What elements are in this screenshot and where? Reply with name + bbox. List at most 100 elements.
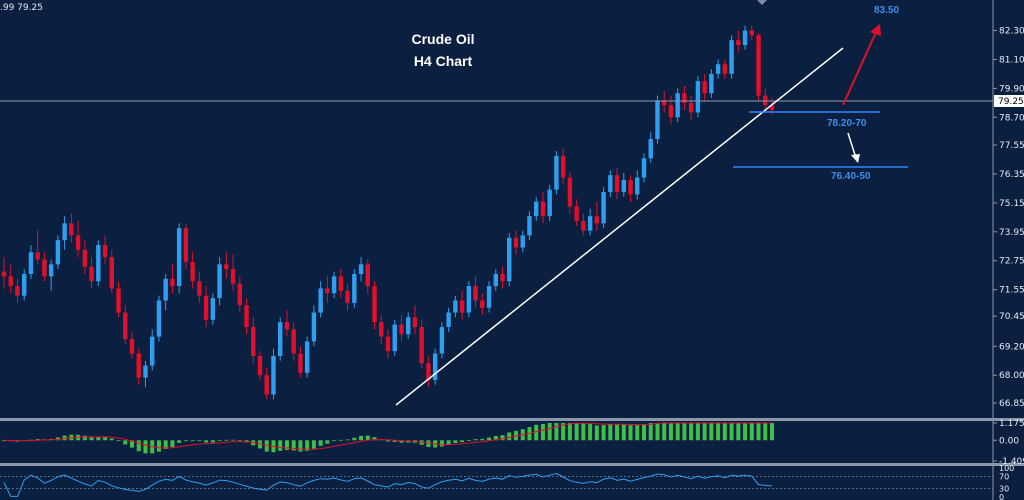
candle	[217, 257, 222, 306]
candle	[406, 312, 411, 340]
macd-bar	[210, 440, 215, 443]
header-quote: .99 79.25	[0, 3, 43, 13]
candle-body	[35, 252, 40, 260]
candle	[432, 348, 438, 385]
macd-bar	[662, 423, 667, 441]
macd-bar	[305, 440, 310, 451]
y-tick-label: 70.45	[999, 312, 1024, 322]
target-up-label: 83.50	[874, 5, 899, 16]
candle	[28, 245, 34, 279]
candle	[345, 283, 350, 311]
y-tick-label: 73.95	[999, 228, 1024, 238]
candle-body	[264, 375, 269, 395]
candle-body	[55, 240, 61, 265]
macd-bar	[763, 423, 768, 441]
candle-body	[695, 81, 701, 113]
candle-body	[96, 245, 101, 282]
candle-body	[513, 237, 519, 248]
macd-bar	[736, 423, 741, 441]
candle-body	[291, 329, 296, 354]
candle	[304, 336, 310, 378]
candle-body	[311, 312, 317, 342]
macd-bar	[143, 440, 148, 454]
macd-bar	[628, 425, 633, 441]
y-tick-label: 81.10	[999, 55, 1024, 65]
candle-body	[15, 286, 20, 296]
candle	[736, 30, 741, 53]
candle-body	[715, 64, 721, 74]
candle	[163, 273, 168, 311]
candle	[298, 346, 303, 378]
candle-body	[379, 322, 384, 337]
macd-bar	[325, 440, 330, 444]
candle	[628, 175, 633, 202]
candle	[190, 252, 195, 289]
macd-bar	[749, 423, 754, 441]
chart-title: Crude Oil	[411, 31, 474, 47]
candle-body	[406, 317, 411, 335]
candle-body	[48, 264, 54, 277]
period-marker-icon	[757, 0, 767, 5]
macd-bar	[540, 423, 545, 441]
candle-body	[156, 300, 162, 337]
macd-tick-label: 0.00	[999, 436, 1019, 446]
candle	[756, 32, 761, 101]
macd-bar	[770, 423, 774, 441]
candle-body	[62, 223, 67, 241]
macd-bar	[136, 440, 141, 452]
candle-body	[257, 355, 263, 376]
macd-bar	[298, 440, 303, 452]
y-axis-ticks: 82.30 81.10 79.90 78.70 77.55 76.35 75.15 73.95…	[993, 27, 1024, 409]
candle-body	[352, 273, 357, 303]
macd-bar	[534, 424, 539, 441]
candle	[338, 269, 344, 299]
candle	[237, 276, 242, 313]
candle-body	[318, 288, 323, 313]
candle-body	[22, 273, 27, 296]
oscillator-tick-label: 0	[999, 493, 1004, 500]
candle	[69, 213, 74, 243]
macd-bar	[89, 437, 94, 441]
candle-body	[278, 322, 283, 356]
candle-body	[742, 30, 748, 45]
macd-bar	[709, 423, 714, 441]
y-tick-label: 78.70	[999, 113, 1024, 123]
candle	[15, 278, 20, 303]
candle	[331, 271, 337, 299]
macd-bar	[466, 440, 471, 441]
candle-body	[176, 228, 182, 287]
support-1-label: 78.20-70	[827, 118, 867, 129]
candle	[210, 293, 216, 325]
candle	[82, 240, 88, 274]
candle-body	[123, 312, 128, 340]
macd-bar	[231, 439, 236, 441]
candle-body	[635, 177, 640, 195]
candle	[426, 355, 431, 388]
candle-body	[507, 237, 512, 282]
candle-body	[298, 353, 303, 373]
macd-bar	[500, 435, 505, 441]
candle-body	[224, 264, 229, 270]
candle-body	[520, 235, 525, 248]
candle-body	[75, 235, 81, 250]
candle-body	[614, 175, 620, 193]
y-tick-label: 68.00	[999, 371, 1024, 381]
candle	[150, 329, 155, 371]
candle-body	[338, 276, 344, 291]
candle-body	[621, 179, 626, 193]
candle	[480, 293, 485, 315]
macd-bar	[177, 440, 182, 443]
candle-body	[358, 264, 364, 274]
candle	[257, 351, 263, 381]
candle-body	[170, 278, 175, 287]
candle	[439, 322, 445, 359]
macd-bar	[642, 424, 646, 441]
candle	[486, 281, 492, 313]
candle	[156, 295, 162, 342]
candle	[412, 305, 418, 335]
macd-bar	[365, 435, 370, 441]
candle-body	[230, 269, 236, 284]
candle-body	[608, 175, 613, 193]
candle-body	[271, 355, 276, 395]
